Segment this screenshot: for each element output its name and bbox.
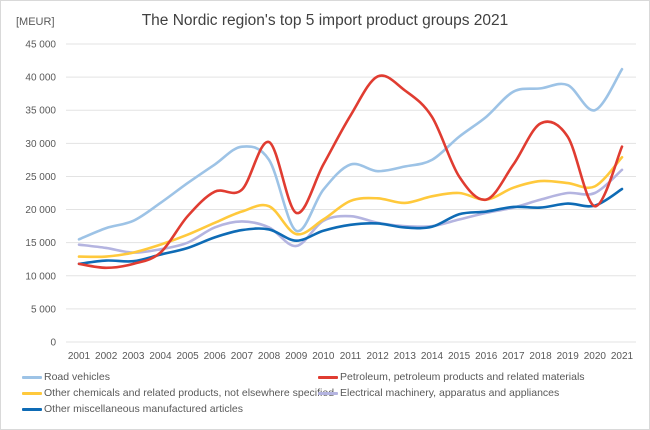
y-tick-label: 0 <box>50 338 56 349</box>
series-line-road-vehicles <box>77 67 624 241</box>
legend-item: Electrical machinery, apparatus and appl… <box>318 387 559 399</box>
x-axis-ticks: 2001 2002 2003 2004 2005 2006 2007 2008 2009 2010… <box>68 351 634 362</box>
y-tick-label: 10 000 <box>25 271 56 282</box>
legend-label: Other chemicals and related products, no… <box>44 387 335 399</box>
legend-label: Other miscellaneous manufactured article… <box>44 403 244 415</box>
x-tick-label: 2003 <box>122 351 145 362</box>
x-tick-label: 2018 <box>529 351 552 362</box>
x-tick-label: 2007 <box>231 351 254 362</box>
x-tick-label: 2020 <box>584 351 607 362</box>
x-tick-label: 2010 <box>312 351 335 362</box>
x-tick-label: 2008 <box>258 351 281 362</box>
legend-swatch <box>22 391 42 395</box>
x-tick-label: 2002 <box>95 351 118 362</box>
x-tick-label: 2011 <box>340 351 362 362</box>
y-tick-label: 30 000 <box>25 139 56 150</box>
y-tick-label: 20 000 <box>25 205 56 216</box>
y-axis-unit-label: [MEUR] <box>16 16 55 28</box>
gridlines <box>66 43 636 343</box>
y-tick-label: 5 000 <box>31 304 56 315</box>
y-tick-label: 15 000 <box>25 238 56 249</box>
series-lines <box>77 67 624 270</box>
legend-swatch <box>22 407 42 411</box>
x-tick-label: 2017 <box>502 351 525 362</box>
x-tick-label: 2015 <box>448 351 471 362</box>
legend-swatch <box>22 375 42 379</box>
x-tick-label: 2021 <box>611 351 634 362</box>
y-tick-label: 35 000 <box>25 106 56 117</box>
x-tick-label: 2014 <box>421 351 444 362</box>
legend-item: Other miscellaneous manufactured article… <box>22 403 243 415</box>
y-tick-label: 25 000 <box>25 172 56 183</box>
series-line-petroleum-petroleum-products-and-related-materials <box>77 74 624 270</box>
legend-swatch <box>318 391 338 395</box>
legend-label: Electrical machinery, apparatus and appl… <box>340 387 560 399</box>
legend-item: Road vehicles <box>22 371 110 383</box>
x-tick-label: 2019 <box>557 351 580 362</box>
x-tick-label: 2001 <box>68 351 91 362</box>
legend-swatch <box>318 375 338 379</box>
legend-label: Road vehicles <box>44 371 110 383</box>
x-tick-label: 2004 <box>149 351 172 362</box>
chart-title: The Nordic region's top 5 import product… <box>141 12 509 29</box>
y-tick-label: 45 000 <box>25 40 56 51</box>
x-tick-label: 2013 <box>394 351 417 362</box>
legend-label: Petroleum, petroleum products and relate… <box>340 371 585 383</box>
y-tick-label: 40 000 <box>25 73 56 84</box>
x-tick-label: 2012 <box>367 351 390 362</box>
x-tick-label: 2016 <box>475 351 498 362</box>
y-axis-ticks: 0 5 000 10 000 15 000 20 000 25 000 30 000 35 0… <box>25 40 56 349</box>
x-tick-label: 2006 <box>204 351 227 362</box>
legend-item: Petroleum, petroleum products and relate… <box>318 371 585 383</box>
x-tick-label: 2009 <box>285 351 308 362</box>
legend-item: Other chemicals and related products, no… <box>22 387 334 399</box>
x-tick-label: 2005 <box>176 351 199 362</box>
